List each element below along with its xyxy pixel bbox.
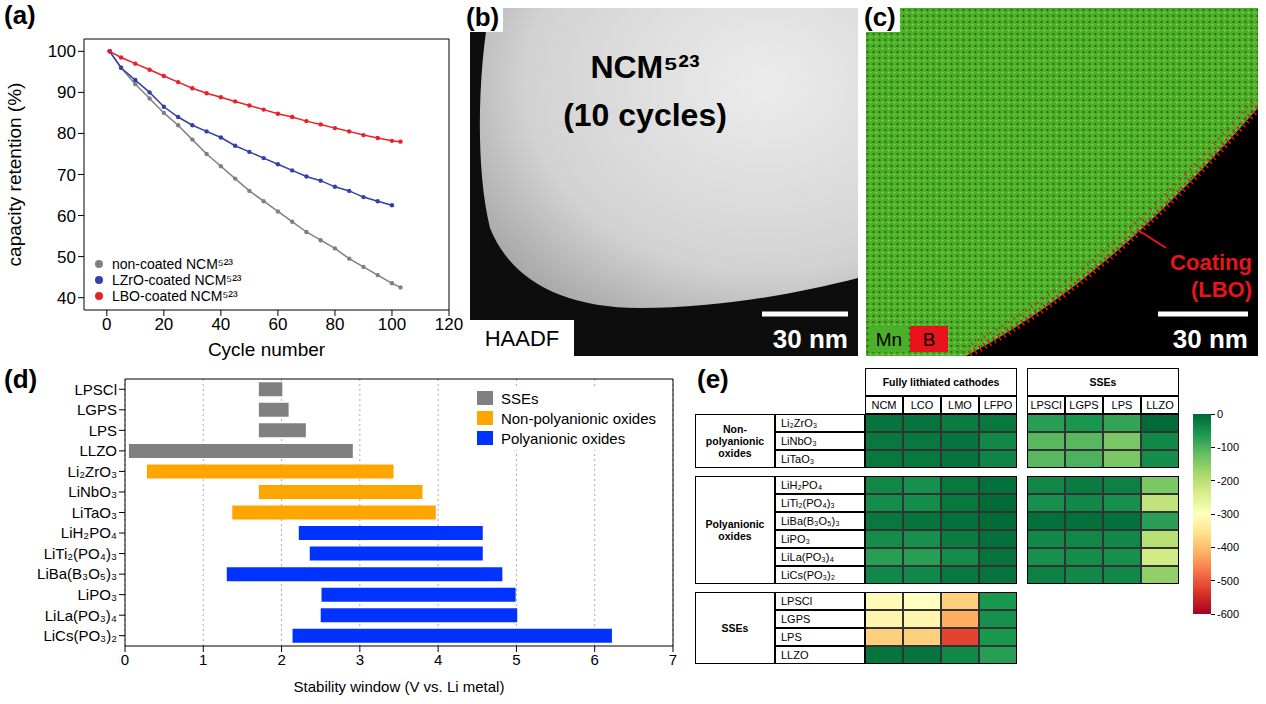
svg-text:30 nm: 30 nm xyxy=(773,324,848,354)
html-text:non-coated NCM⁵²³: non-coated NCM⁵²³ xyxy=(112,256,233,272)
svg-text:3: 3 xyxy=(356,651,364,668)
svg-text:LGPS: LGPS xyxy=(77,401,117,418)
svg-text:0: 0 xyxy=(121,651,129,668)
html-text:-600: -600 xyxy=(1217,608,1239,620)
html-text:LiCs(PO₃)₂: LiCs(PO₃)₂ xyxy=(781,569,835,581)
html-text:-400: -400 xyxy=(1217,541,1239,554)
svg-text:60: 60 xyxy=(268,315,287,334)
svg-text:Cycle number: Cycle number xyxy=(208,339,326,360)
svg-text:Li₂ZrO₃: Li₂ZrO₃ xyxy=(68,463,117,480)
html-text:Li₂ZrO₃: Li₂ZrO₃ xyxy=(781,417,818,429)
svg-text:LiTaO₃: LiTaO₃ xyxy=(72,504,117,521)
svg-text:90: 90 xyxy=(57,83,76,102)
svg-text:4: 4 xyxy=(434,651,442,668)
svg-text:Mn: Mn xyxy=(876,329,902,350)
html-text:Polyanionic oxides: Polyanionic oxides xyxy=(500,429,626,447)
html-text:Non-polyanionic oxides: Non-polyanionic oxides xyxy=(705,423,765,459)
svg-text:40: 40 xyxy=(211,315,230,334)
svg-text:30 nm: 30 nm xyxy=(1173,324,1248,354)
html-text:LMO: LMO xyxy=(948,399,972,411)
html-text:LPSCl: LPSCl xyxy=(781,595,813,607)
html-text:Fully lithiated cathodes: Fully lithiated cathodes xyxy=(882,376,1000,388)
svg-text:2: 2 xyxy=(277,651,285,668)
svg-text:LiPO₃: LiPO₃ xyxy=(78,586,117,603)
html-text:0: 0 xyxy=(1217,408,1224,420)
html-text:LiH₂PO₄: LiH₂PO₄ xyxy=(781,479,823,491)
svg-text:40: 40 xyxy=(57,289,76,308)
svg-text:NCM⁵²³: NCM⁵²³ xyxy=(590,49,699,85)
svg-text:80: 80 xyxy=(325,315,344,334)
svg-text:(10 cycles): (10 cycles) xyxy=(563,97,727,133)
svg-text:(LBO): (LBO) xyxy=(1191,277,1252,302)
html-text:LPS: LPS xyxy=(781,631,802,643)
html-text:(c): (c) xyxy=(864,2,896,32)
svg-text:100: 100 xyxy=(48,42,76,61)
html-text:LLZO: LLZO xyxy=(781,649,809,661)
svg-text:100: 100 xyxy=(378,315,406,334)
html-text:LLZO: LLZO xyxy=(1146,399,1174,411)
svg-text:LiLa(PO₃)₄: LiLa(PO₃)₄ xyxy=(45,607,117,624)
html-text:LGPS: LGPS xyxy=(1069,399,1099,411)
svg-text:20: 20 xyxy=(154,315,173,334)
html-text:LPSCl: LPSCl xyxy=(1030,399,1062,411)
svg-text:50: 50 xyxy=(57,248,76,267)
svg-text:LiNbO₃: LiNbO₃ xyxy=(68,483,117,500)
svg-text:60: 60 xyxy=(57,207,76,226)
html-text:(b): (b) xyxy=(466,2,500,32)
svg-text:5: 5 xyxy=(512,651,520,668)
html-text:Polyanionic oxides: Polyanionic oxides xyxy=(705,518,765,542)
html-text:LPS: LPS xyxy=(1111,399,1133,411)
svg-text:LiH₂PO₄: LiH₂PO₄ xyxy=(61,524,117,541)
svg-text:capacity retention (%): capacity retention (%) xyxy=(4,83,25,267)
html-text:-100: -100 xyxy=(1217,441,1239,454)
html-text:LiBa(B₃O₅)₃: LiBa(B₃O₅)₃ xyxy=(781,515,840,527)
svg-text:1: 1 xyxy=(199,651,207,668)
html-text:(a): (a) xyxy=(4,0,36,30)
svg-text:6: 6 xyxy=(591,651,599,668)
html-text:LiNbO₃: LiNbO₃ xyxy=(781,435,817,447)
html-text:LFPO: LFPO xyxy=(983,399,1013,411)
html-text:LiPO₃: LiPO₃ xyxy=(781,533,810,545)
html-text:-300: -300 xyxy=(1217,508,1239,520)
html-text:-200: -200 xyxy=(1217,474,1239,487)
html-text:LiTi₂(PO₄)₃: LiTi₂(PO₄)₃ xyxy=(781,497,835,509)
html-text:NCM: NCM xyxy=(871,399,897,411)
svg-text:LPSCl: LPSCl xyxy=(74,381,117,398)
html-text:LBO-coated NCM⁵²³: LBO-coated NCM⁵²³ xyxy=(112,288,238,304)
svg-text:120: 120 xyxy=(435,315,463,334)
html-text:-500: -500 xyxy=(1217,574,1239,587)
html-text:LiTaO₃: LiTaO₃ xyxy=(781,453,815,465)
html-text:LiLa(PO₃)₄: LiLa(PO₃)₄ xyxy=(781,551,834,563)
svg-text:LLZO: LLZO xyxy=(79,442,117,459)
svg-text:HAADF: HAADF xyxy=(485,326,560,351)
svg-text:LiTi₂(PO₄)₃: LiTi₂(PO₄)₃ xyxy=(44,545,117,562)
svg-text:Stability window (V vs. Li met: Stability window (V vs. Li metal) xyxy=(294,678,505,695)
html-text:(e): (e) xyxy=(697,364,729,394)
html-text:(d): (d) xyxy=(4,364,38,394)
svg-text:B: B xyxy=(923,329,936,350)
svg-text:80: 80 xyxy=(57,124,76,143)
svg-text:LiCs(PO₃)₂: LiCs(PO₃)₂ xyxy=(43,627,117,644)
svg-text:LPS: LPS xyxy=(89,422,117,439)
html-text:SSEs: SSEs xyxy=(1089,376,1117,388)
svg-text:Coating: Coating xyxy=(1170,250,1252,275)
html-text:Non-polyanionic oxides: Non-polyanionic oxides xyxy=(500,409,656,427)
html-text:LZrO-coated NCM⁵²³: LZrO-coated NCM⁵²³ xyxy=(112,272,242,288)
svg-text:LiBa(B₃O₅)₃: LiBa(B₃O₅)₃ xyxy=(37,565,117,582)
svg-text:7: 7 xyxy=(669,651,677,668)
svg-text:0: 0 xyxy=(102,315,111,334)
html-text:LGPS: LGPS xyxy=(781,613,811,625)
svg-text:70: 70 xyxy=(57,166,76,185)
html-text:SSEs: SSEs xyxy=(721,622,749,634)
html-text:LCO: LCO xyxy=(910,399,934,411)
html-text:SSEs: SSEs xyxy=(500,389,539,407)
